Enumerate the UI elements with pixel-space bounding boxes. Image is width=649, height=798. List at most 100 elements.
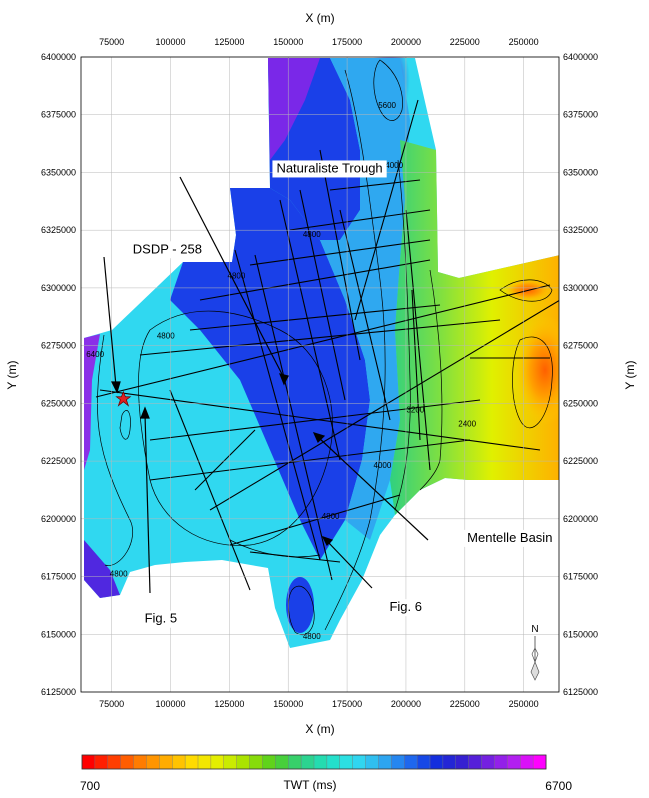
seismic-line (229, 494, 401, 546)
arrow-head (321, 535, 334, 547)
colorbar-segment (326, 754, 341, 770)
colorbar-segment (236, 754, 251, 770)
y-tick-label: 6225000 (563, 456, 598, 466)
colorbar-segment (481, 754, 495, 770)
y-tick-label: 6275000 (41, 341, 76, 351)
contour-label: 4800 (303, 230, 321, 239)
colorbar-min-label: 700 (80, 779, 100, 793)
contour-label: 4800 (228, 272, 246, 281)
y-tick-label: 6400000 (41, 52, 76, 62)
contour-line (512, 336, 553, 429)
x-tick-label: 100000 (155, 37, 185, 47)
y-tick-label: 6200000 (41, 514, 76, 524)
annotation-label: Fig. 6 (389, 599, 422, 614)
y-tick-label: 6150000 (41, 629, 76, 639)
colorbar-segment (339, 754, 354, 770)
seismic-line (339, 209, 391, 421)
contour-label: 4800 (110, 570, 128, 579)
annotation-bg (463, 529, 557, 547)
colorbar-segment (120, 754, 135, 770)
y-tick-label: 6350000 (41, 167, 76, 177)
y-axis-title-right: Y (m) (623, 360, 637, 389)
y-tick-label: 6325000 (563, 225, 598, 235)
seismic-line (354, 99, 419, 321)
seismic-line (249, 551, 341, 563)
north-arrow-icon: N (530, 624, 540, 681)
y-tick-label: 6200000 (563, 514, 598, 524)
arrow-head (312, 432, 326, 444)
annotation-label: DSDP - 258 (133, 241, 202, 256)
colorbar-title: TWT (ms) (283, 778, 336, 792)
x-tick-label: 125000 (214, 699, 244, 709)
seismic-line (209, 299, 559, 511)
contour-line (324, 69, 386, 631)
seismic-line (139, 319, 501, 356)
y-tick-label: 6250000 (563, 398, 598, 408)
colorbar-segment (197, 754, 212, 770)
colorbar-segment (133, 754, 147, 770)
x-tick-label: 150000 (273, 699, 303, 709)
y-tick-labels-right: 6125000 6150000 6175000 6200000 6225000 62500… (563, 52, 598, 697)
y-tick-label: 6125000 (563, 687, 598, 697)
seismic-line (169, 389, 251, 591)
seismic-line (234, 249, 321, 561)
surface-hot-east (515, 315, 559, 425)
colorbar-segment (107, 754, 122, 770)
x-tick-label: 125000 (214, 37, 244, 47)
surface-mid-blue (320, 58, 410, 540)
contour-line (97, 334, 133, 566)
arrow-naturaliste (179, 176, 285, 379)
y-tick-labels-left: 6125000 6150000 6175000 6200000 6225000 62500… (41, 52, 76, 697)
x-tick-label: 175000 (332, 37, 362, 47)
contour-label: 6400 (86, 350, 104, 359)
seismic-lines (95, 99, 559, 591)
arrow-dsdp (103, 256, 117, 387)
dsdp-site-star-icon (115, 390, 132, 407)
colorbar-border (81, 754, 547, 770)
contour-line (499, 279, 553, 302)
seismic-line (199, 259, 431, 301)
arrow-mentelle (317, 436, 429, 541)
surface-purple-nw (268, 58, 320, 160)
surface-purple-west (84, 334, 100, 470)
y-tick-label: 6375000 (41, 110, 76, 120)
colorbar (81, 754, 547, 770)
colorbar-segment (352, 754, 367, 770)
colorbar-segment (455, 754, 470, 770)
colorbar-segment (94, 754, 109, 770)
y-tick-label: 6350000 (563, 167, 598, 177)
colorbar-segment (300, 754, 315, 770)
seismic-line (194, 429, 256, 491)
north-label: N (531, 624, 538, 635)
annotation-label: Mentelle Basin (467, 530, 552, 545)
surface-purple-sw (84, 540, 120, 598)
colorbar-segment (494, 754, 508, 770)
x-tick-labels-top: 75000 100000 125000 150000 175000 200000 22500… (99, 37, 539, 47)
y-tick-label: 6150000 (563, 629, 598, 639)
colorbar-segment (172, 754, 186, 770)
colorbar-segment (365, 754, 379, 770)
y-tick-label: 6175000 (563, 572, 598, 582)
x-tick-label: 75000 (99, 699, 124, 709)
surface-east (390, 140, 559, 515)
colorbar-max-label: 6700 (545, 779, 572, 793)
surface-deep-south (286, 577, 314, 633)
annotation-bg (385, 599, 426, 617)
y-tick-label: 6300000 (41, 283, 76, 293)
x-tick-label: 175000 (332, 699, 362, 709)
colorbar-segment (507, 754, 521, 770)
seismic-line (279, 199, 341, 461)
annotations: Naturaliste Trough DSDP - 258 Mentelle Bas… (128, 160, 557, 628)
colorbar-segment (416, 754, 431, 770)
y-tick-label: 6300000 (563, 283, 598, 293)
colorbar-segment (275, 754, 289, 770)
x-axis-title-bottom: X (m) (305, 722, 334, 736)
x-tick-label: 225000 (450, 699, 480, 709)
colorbar-segment (159, 754, 173, 770)
seismic-line (319, 149, 361, 361)
seismic-line (189, 304, 441, 331)
colorbar-segment (378, 754, 392, 770)
y-tick-label: 6375000 (563, 110, 598, 120)
y-tick-label: 6325000 (41, 225, 76, 235)
